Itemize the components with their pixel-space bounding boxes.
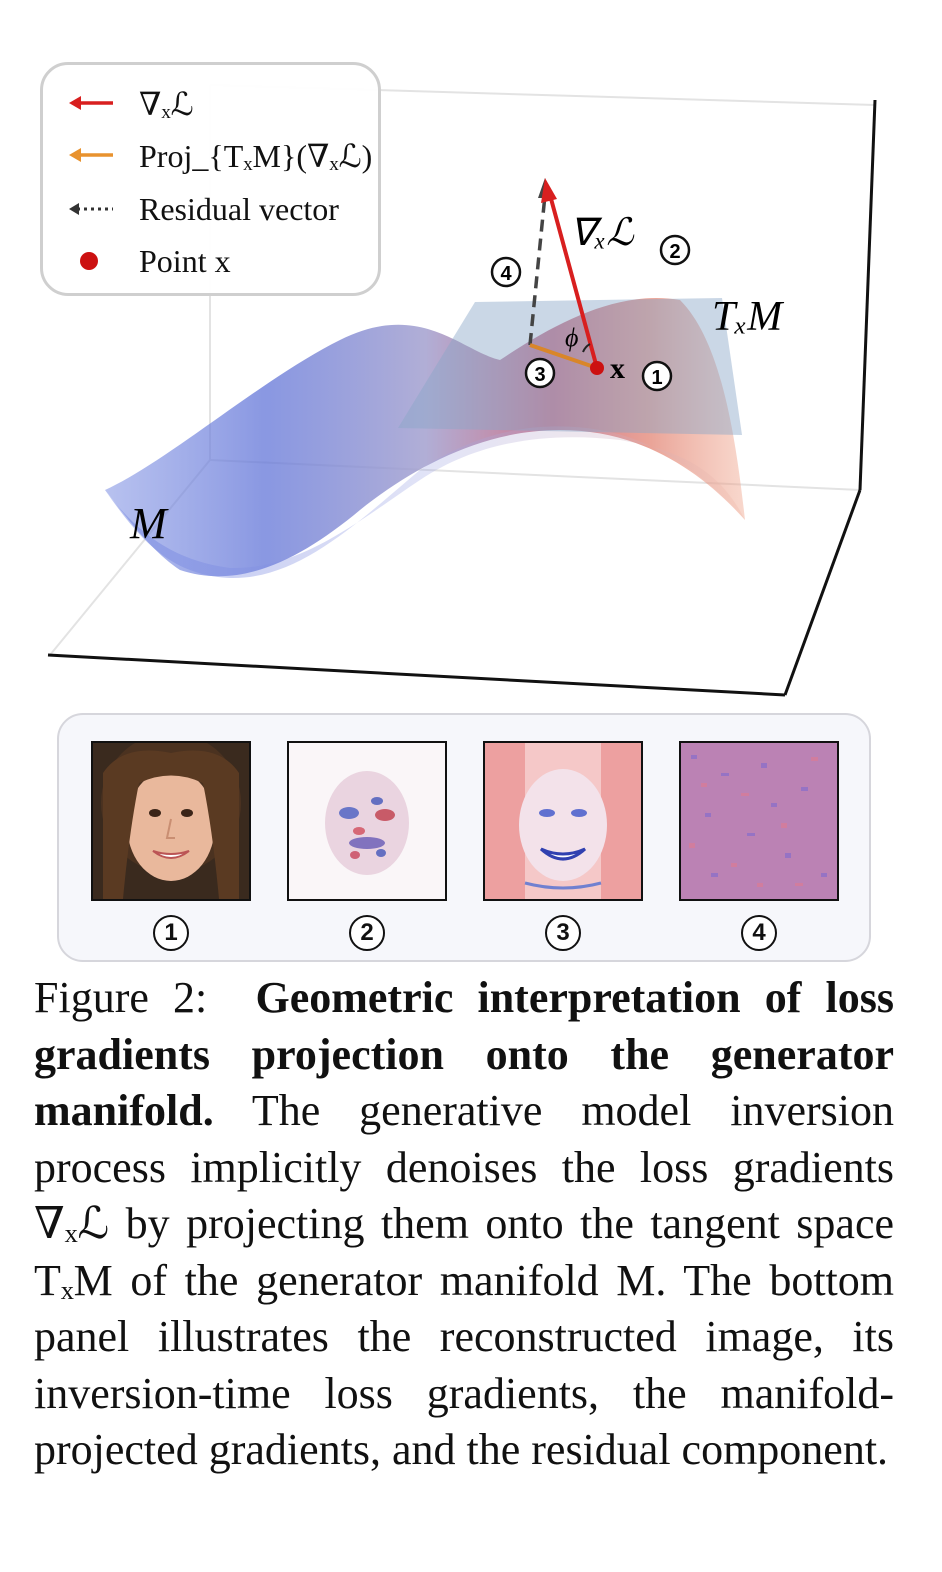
panel-label-2: 2 (349, 915, 385, 951)
point-label: x (610, 352, 625, 385)
marker-1: 1 (641, 360, 673, 392)
svg-text:4: 4 (500, 263, 512, 285)
legend-item-gradient: ∇ₓℒ (43, 83, 378, 123)
panel-label-3: 3 (545, 915, 581, 951)
manifold-surface (105, 298, 745, 577)
marker-2: 2 (659, 234, 691, 266)
caption-label: Figure 2: (34, 973, 208, 1022)
manifold-3d-plot: ∇ₓℒ TₓM M x ϕ 2 4 3 1 (47, 84, 877, 697)
panel-label-4: 4 (741, 915, 777, 951)
gradient-arrow (548, 194, 599, 369)
residual-vector (528, 194, 547, 346)
image-panel: 1 2 3 4 (57, 713, 871, 962)
angle-arc (582, 343, 591, 353)
red-dot-icon (80, 252, 98, 270)
loss-gradient-image (287, 741, 447, 901)
point-x (590, 361, 604, 375)
reconstructed-face-image (91, 741, 251, 901)
legend-item-residual: Residual vector (43, 189, 378, 229)
marker-4: 4 (490, 256, 522, 288)
manifold-label: M (129, 499, 169, 548)
residual-image (679, 741, 839, 901)
orange-arrow-icon (69, 148, 113, 162)
panel-label-1: 1 (153, 915, 189, 951)
legend: ∇ₓℒ Proj_{TₓM}(∇ₓℒ) Residual vector Poin… (40, 62, 381, 296)
grad-label: ∇ₓℒ (570, 212, 635, 254)
projection-arrow (529, 343, 598, 370)
red-arrow-icon (69, 96, 113, 110)
legend-item-projection: Proj_{TₓM}(∇ₓℒ) (43, 135, 378, 175)
angle-label: ϕ (565, 323, 578, 352)
caption-text: The generative model inversion process i… (34, 1086, 894, 1474)
marker-3: 3 (524, 357, 556, 389)
projected-gradient-image (483, 741, 643, 901)
gradient-arrowhead (541, 178, 557, 203)
svg-text:3: 3 (534, 364, 545, 386)
figure-illustration: ∇ₓℒ TₓM M x ϕ 2 4 3 1 ∇ₓℒ (40, 62, 877, 962)
legend-item-point: Point x (43, 241, 378, 281)
svg-text:2: 2 (669, 241, 680, 263)
axes-edges (47, 99, 877, 697)
tangent-label: TₓM (712, 294, 784, 340)
dotted-arrow-icon (69, 203, 113, 215)
tangent-plane (398, 298, 742, 435)
figure-caption: Figure 2: Geometric interpretation of lo… (34, 970, 894, 1479)
caption-title: Geometric interpretation of loss gradien… (34, 973, 894, 1135)
svg-text:1: 1 (651, 367, 662, 389)
